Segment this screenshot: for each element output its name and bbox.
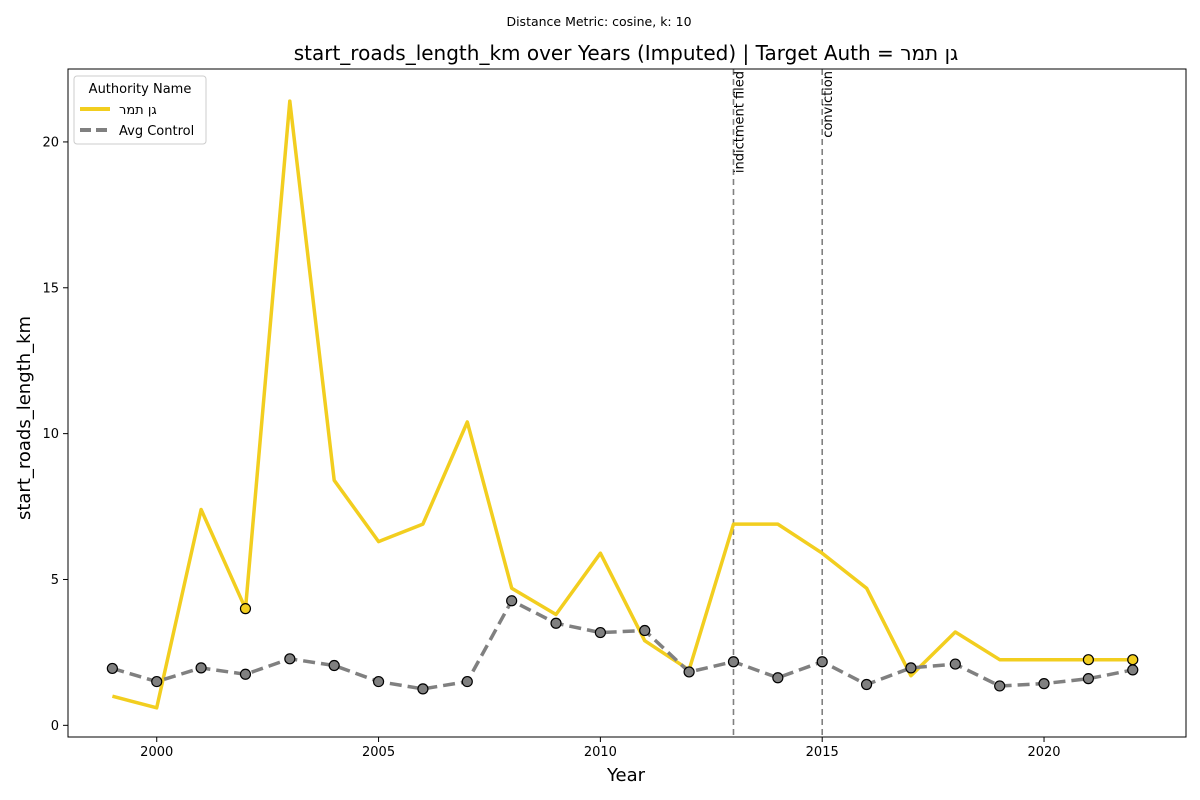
- series-point-1: [860, 678, 873, 691]
- series-point-1: [372, 675, 385, 688]
- x-tick-label: 2000: [140, 745, 173, 760]
- legend-label-target: גן תמר: [119, 103, 157, 118]
- x-tick-label: 2010: [584, 745, 617, 760]
- series-point-1: [994, 680, 1006, 692]
- series-lines: [111, 99, 1134, 710]
- x-tick-label: 2005: [362, 745, 395, 760]
- series-point-1: [461, 675, 473, 688]
- legend-label-avg-control: Avg Control: [119, 124, 194, 139]
- series-point-1: [195, 662, 207, 674]
- series-point-1: [151, 675, 163, 688]
- series-point-1: [284, 653, 296, 665]
- series-point-1: [772, 672, 784, 684]
- series-point-1: [417, 683, 429, 695]
- plot-frame: [67, 68, 1187, 738]
- series-point-1: [1127, 664, 1139, 676]
- series-point-1: [328, 659, 340, 672]
- series-point-1: [949, 658, 961, 670]
- chart-suptitle: Distance Metric: cosine, k: 10: [506, 14, 691, 29]
- series-point-1: [639, 624, 651, 637]
- event-label: indictment filed: [732, 71, 747, 173]
- series-line-0: [111, 99, 1133, 710]
- series-point-1: [683, 666, 695, 678]
- y-tick-label: 5: [51, 573, 59, 588]
- x-axis-label: Year: [606, 765, 646, 786]
- series-points: [106, 595, 1139, 695]
- series-point-1: [550, 617, 562, 629]
- series-point-1: [594, 626, 606, 639]
- event-markers: indictment filed conviction: [732, 69, 836, 737]
- legend-box: [73, 75, 207, 145]
- legend: Authority Name גן תמר Avg Control: [73, 75, 207, 145]
- y-tick-label: 15: [42, 281, 59, 296]
- y-tick-label: 20: [42, 135, 59, 150]
- y-axis-label: start_roads_length_km: [14, 316, 35, 520]
- series-point-1: [1038, 678, 1050, 690]
- x-tick-label: 2015: [806, 745, 839, 760]
- y-tick-label: 0: [51, 719, 59, 734]
- series-point-1: [816, 656, 828, 668]
- event-label: conviction: [821, 71, 836, 138]
- x-tick-label: 2020: [1027, 745, 1060, 760]
- series-point-1: [905, 662, 917, 674]
- series-line-1: [111, 599, 1134, 691]
- series-point-0: [239, 603, 252, 615]
- series-point-1: [239, 668, 252, 680]
- chart-title: start_roads_length_km over Years (Impute…: [294, 41, 959, 65]
- series-point-0: [1127, 654, 1139, 666]
- legend-title: Authority Name: [89, 82, 192, 97]
- series-point-1: [506, 595, 518, 607]
- axes: 2000 2005 2010 2015 2020 0 5 10 15 20: [42, 135, 1060, 760]
- series-point-1: [727, 656, 740, 668]
- series-point-0: [1082, 654, 1094, 666]
- y-tick-label: 10: [42, 427, 59, 442]
- series-point-1: [1082, 673, 1094, 685]
- series-point-1: [106, 662, 118, 675]
